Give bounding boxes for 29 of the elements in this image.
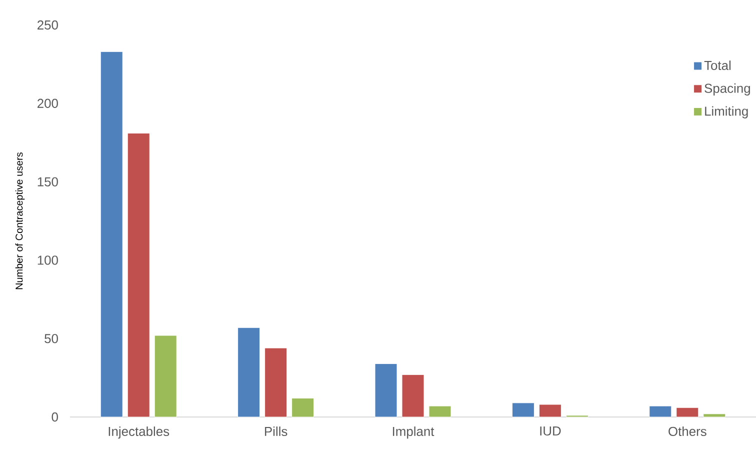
y-tick-label: 250 [38,20,58,30]
x-tick-label: Implant [392,426,434,439]
bar [374,363,398,418]
y-tick-label: 150 [38,177,58,186]
x-tick-label: Others [668,426,706,436]
x-tick-label: IUD [540,426,561,436]
y-axis-title: Number of Contraceptive users [15,152,25,290]
x-tick-label: Pills [264,426,288,436]
bar [428,406,452,418]
y-tick-label: 50 [44,334,58,344]
bar [127,132,150,418]
y-tick-label: 0 [52,412,58,422]
legend-label: Limiting [705,106,748,118]
bar [154,335,177,418]
bar [264,348,288,418]
legend-label: Total [704,60,731,70]
legend-label: Spacing [704,83,750,96]
y-tick-label: 100 [38,256,58,265]
bar [402,374,424,418]
bar [238,327,260,418]
bar [512,402,534,418]
bar [676,407,699,418]
bar [649,406,672,418]
bar [703,414,726,418]
bar [538,404,562,418]
bar [100,51,123,418]
y-tick-label: 200 [38,98,58,108]
x-tick-label: Injectables [108,426,170,439]
bar [292,398,314,418]
